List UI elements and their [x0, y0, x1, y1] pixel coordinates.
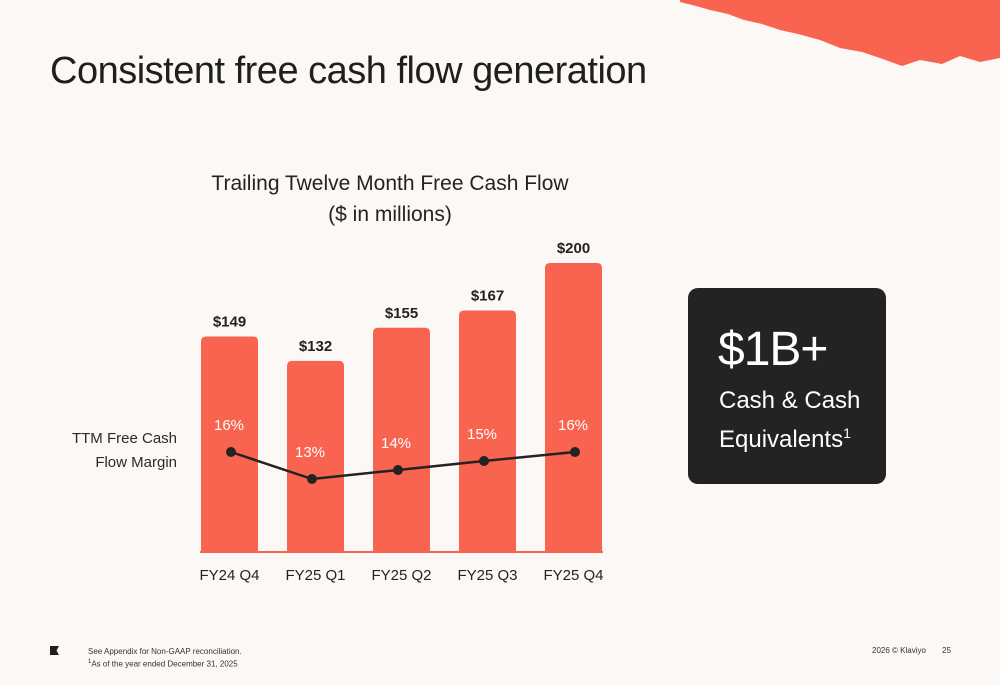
page-title: Consistent free cash flow generation [50, 50, 647, 92]
torn-paper-decoration [680, 0, 1000, 66]
margin-value-label: 14% [381, 435, 411, 452]
bar [373, 327, 430, 551]
cash-callout-label: Cash & Cash Equivalents1 [719, 385, 860, 456]
margin-point [393, 465, 403, 475]
margin-value-label: 13% [295, 444, 325, 461]
margin-label-line1: TTM Free Cash [71, 430, 177, 447]
margin-point [479, 456, 489, 466]
x-tick-label: FY24 Q4 [199, 567, 259, 584]
bar [545, 263, 602, 551]
margin-label-line2: Flow Margin [95, 454, 177, 471]
bar-value-label: $200 [557, 240, 590, 257]
cash-callout-line1: Cash & Cash [719, 387, 861, 414]
bar-value-label: $167 [471, 288, 504, 305]
margin-point [226, 447, 236, 457]
cash-callout-footnote-marker: 1 [843, 425, 851, 441]
footnote-2-marker: 1 [88, 659, 92, 665]
bar-value-label: $132 [299, 338, 332, 355]
bar-value-label: $155 [385, 305, 418, 322]
footnote-2: As of the year ended December 31, 2025 [91, 659, 238, 669]
x-tick-label: FY25 Q4 [543, 567, 603, 584]
footnotes: See Appendix for Non-GAAP reconciliation… [88, 647, 242, 670]
bar [201, 336, 258, 551]
margin-series-label: TTM Free Cash Flow Margin [40, 427, 177, 475]
margin-value-label: 15% [467, 426, 497, 443]
x-tick-label: FY25 Q2 [371, 567, 431, 584]
chart-subtitle: ($ in millions) [328, 203, 452, 226]
cash-callout-card: $1B+ Cash & Cash Equivalents1 [688, 288, 886, 484]
margin-value-label: 16% [558, 417, 588, 434]
klaviyo-logo-icon [50, 646, 59, 655]
page-number: 25 [942, 646, 951, 655]
margin-point [307, 474, 317, 484]
cash-callout-value: $1B+ [718, 323, 828, 376]
x-tick-label: FY25 Q1 [285, 567, 345, 584]
cash-callout-line2: Equivalents [719, 426, 844, 453]
margin-value-label: 16% [214, 417, 244, 434]
bar [287, 360, 344, 551]
margin-point [570, 447, 580, 457]
x-tick-label: FY25 Q3 [457, 567, 517, 584]
footnote-1: See Appendix for Non-GAAP reconciliation… [88, 647, 242, 656]
chart-title: Trailing Twelve Month Free Cash Flow [211, 172, 569, 195]
bar [459, 310, 516, 551]
copyright: 2026 © Klaviyo [872, 646, 926, 655]
bar-value-label: $149 [213, 313, 246, 330]
